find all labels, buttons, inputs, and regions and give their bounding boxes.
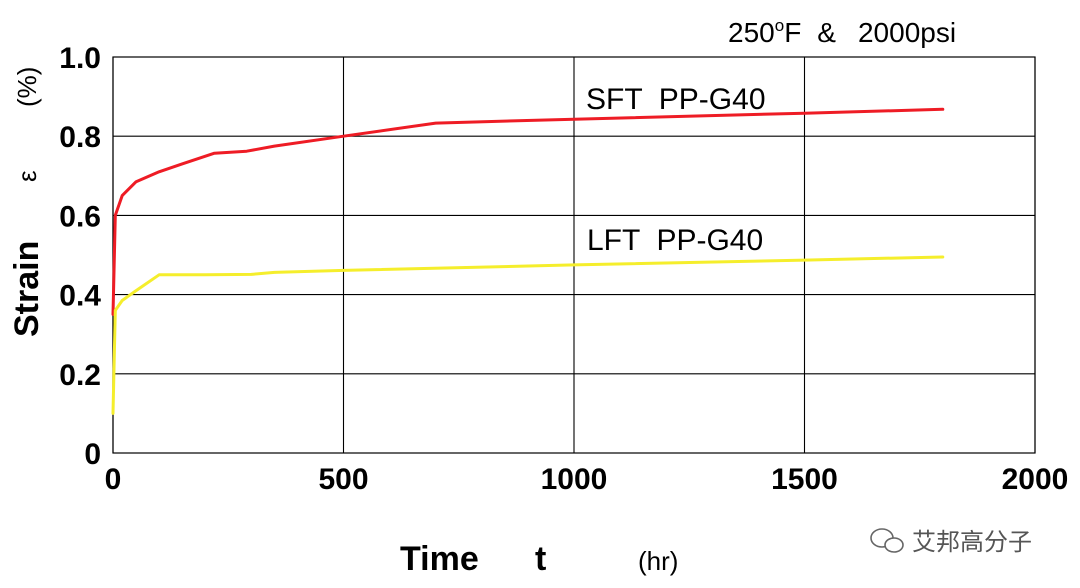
y-axis-title-symbol: ε: [12, 170, 42, 182]
watermark-text: 艾邦高分子: [912, 528, 1032, 556]
condition-temp: 250: [728, 17, 775, 48]
condition-amp: &: [817, 17, 836, 48]
wechat-icon: [870, 528, 904, 553]
y-tick-label: 0.8: [59, 121, 101, 154]
x-tick-label: 2000: [1002, 463, 1069, 496]
series-line-lft: [111, 255, 945, 415]
y-axis-title: Strain ε (%): [8, 67, 46, 337]
y-tick-label: 0.6: [59, 200, 101, 233]
y-tick-label: 1.0: [59, 42, 101, 75]
condition-temp-unit: F: [784, 17, 801, 48]
x-axis-title-unit: (hr): [638, 546, 678, 576]
x-tick-label: 1500: [771, 463, 838, 496]
series-line-sft: [111, 107, 945, 316]
condition-pressure: 2000psi: [858, 17, 956, 48]
y-tick-label: 0.2: [59, 359, 101, 392]
series-group: [111, 107, 945, 415]
x-tick-label: 0: [105, 463, 122, 496]
watermark: 艾邦高分子: [870, 528, 1032, 556]
condition-degree-sup: o: [775, 16, 784, 35]
series-label-lft: LFT PP-G40: [587, 224, 763, 257]
y-tick-label: 0: [84, 438, 101, 471]
y-tick-label: 0.4: [59, 280, 101, 313]
y-axis-title-name: Strain: [8, 241, 46, 337]
x-tick-label: 500: [318, 463, 368, 496]
x-axis-title-name: Time: [400, 540, 479, 578]
y-axis-title-unit: (%): [12, 67, 42, 107]
x-axis-title-symbol: t: [535, 540, 546, 578]
test-condition-label: 250oF & 2000psi: [728, 16, 956, 48]
x-tick-label: 1000: [541, 463, 608, 496]
series-label-sft: SFT PP-G40: [586, 83, 766, 116]
tick-labels: 0 0.2 0.4 0.6 0.8 1.0 0 500 1000 1500 2000: [59, 42, 1068, 496]
